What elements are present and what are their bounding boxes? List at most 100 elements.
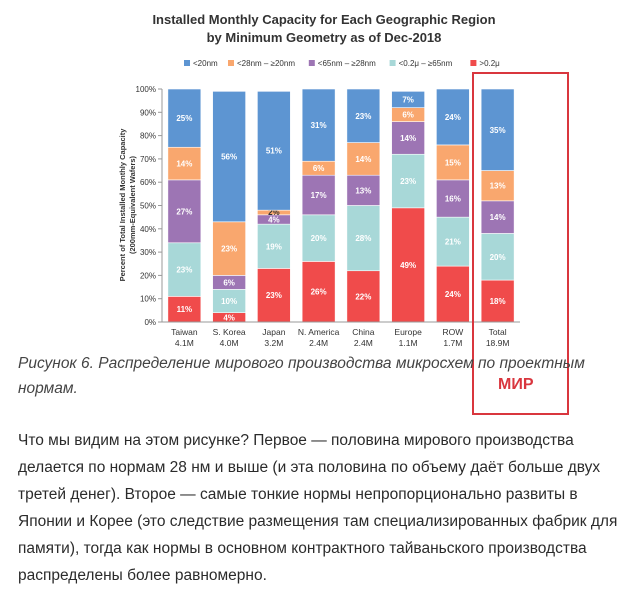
bar-data-label: 14%	[355, 155, 371, 164]
bar-data-label: 25%	[176, 114, 192, 123]
x-category-total: 18.9M	[486, 338, 510, 348]
y-tick-label: 100%	[136, 85, 156, 94]
bar-data-label: 22%	[355, 292, 371, 301]
bar-data-label: 56%	[221, 153, 237, 162]
bar-data-label: 51%	[266, 147, 282, 156]
bar-data-label: 11%	[177, 305, 193, 314]
bar-segment	[346, 270, 381, 323]
bar-segment	[257, 223, 291, 269]
bar-data-label: 20%	[490, 253, 506, 262]
y-tick-label: 40%	[140, 225, 156, 234]
bar-segment	[391, 91, 425, 108]
legend-swatch	[228, 60, 234, 66]
bar-data-label: 13%	[490, 182, 506, 191]
bar-segment	[436, 144, 470, 181]
x-category-total: 2.4M	[354, 338, 373, 348]
bar-segment	[301, 174, 336, 216]
bar-segment	[346, 174, 381, 206]
x-category-total: 3.2M	[264, 338, 283, 348]
bars-group: 11%23%27%14%25%4%10%6%23%56%23%19%4%2%51…	[167, 88, 515, 323]
bar-data-label: 17%	[311, 191, 327, 200]
bar-data-label: 4%	[268, 215, 280, 224]
y-tick-label: 70%	[140, 155, 156, 164]
y-tick-label: 0%	[144, 318, 156, 327]
bar-data-label: 23%	[221, 245, 237, 254]
bar-data-label: 19%	[266, 242, 282, 251]
x-category-label: Taiwan	[171, 327, 198, 337]
bar-data-label: 31%	[311, 121, 327, 130]
legend-swatch	[389, 60, 396, 66]
legend-label: >0.2μ	[479, 59, 500, 68]
bar-data-label: 23%	[355, 112, 371, 121]
bar-data-label: 18%	[490, 297, 506, 306]
legend-label: <65nm – ≥28nm	[318, 59, 376, 68]
bar-segment	[346, 142, 381, 176]
bar-data-label: 21%	[445, 238, 461, 247]
legend-swatch	[470, 60, 477, 66]
stacked-bar-chart: Installed Monthly Capacity for Each Geog…	[118, 12, 520, 348]
bar-data-label: 49%	[400, 261, 416, 270]
legend-swatch	[308, 60, 315, 66]
y-axis-label-line2: (200mm-Equivalent Wafers)	[128, 155, 137, 254]
x-category-total: 2.4M	[309, 338, 328, 348]
bar-data-label: 27%	[176, 207, 192, 216]
y-tick-label: 80%	[140, 132, 156, 141]
bar-segment	[301, 88, 336, 162]
y-tick-label: 10%	[140, 295, 156, 304]
figure-caption: Рисунок 6. Распределение мирового произв…	[18, 355, 585, 397]
bar-segment	[436, 216, 470, 267]
x-category-label: N. America	[298, 327, 340, 337]
y-axis-label-line1: Percent of Total Installed Monthly Capac…	[118, 128, 127, 282]
bar-data-label: 14%	[176, 160, 192, 169]
bar-data-label: 13%	[355, 186, 371, 195]
x-category-label: China	[352, 327, 374, 337]
bar-data-label: 6%	[402, 111, 414, 120]
world-highlight-box	[472, 72, 569, 415]
bar-segment	[436, 88, 470, 146]
bar-segment	[480, 200, 515, 234]
bar-data-label: 4%	[223, 313, 235, 322]
bar-data-label: 10%	[221, 297, 237, 306]
y-tick-label: 90%	[140, 108, 156, 117]
y-tick-label: 60%	[140, 178, 156, 187]
bar-data-label: 23%	[266, 291, 282, 300]
bar-data-label: 15%	[445, 158, 461, 167]
x-category-label: Japan	[262, 327, 285, 337]
bar-data-label: 26%	[311, 288, 327, 297]
legend-swatch	[184, 60, 190, 66]
chart-title-line2: by Minimum Geometry as of Dec-2018	[207, 30, 442, 45]
bar-data-label: 24%	[445, 290, 461, 299]
bar-segment	[301, 261, 336, 323]
bar-segment	[212, 221, 246, 276]
bar-data-label: 14%	[490, 213, 506, 222]
x-category-total: 4.1M	[175, 338, 194, 348]
bar-segment	[346, 88, 381, 143]
bar-data-label: 14%	[400, 134, 416, 143]
legend-label: <0.2μ – ≥65nm	[399, 59, 453, 68]
bar-data-label: 6%	[223, 278, 235, 287]
legend-label: <20nm	[193, 59, 218, 68]
bar-segment	[212, 91, 246, 223]
y-tick-label: 30%	[140, 248, 156, 257]
chart-title-line1: Installed Monthly Capacity for Each Geog…	[152, 12, 495, 27]
bar-segment	[167, 179, 202, 244]
bar-segment	[480, 170, 515, 202]
bar-data-label: 35%	[490, 126, 506, 135]
x-category-label: Europe	[394, 327, 422, 337]
x-category-label: ROW	[442, 327, 463, 337]
legend-label: <28nm – ≥20nm	[237, 59, 295, 68]
bar-segment	[167, 296, 202, 323]
y-tick-label: 20%	[140, 271, 156, 280]
bar-segment	[436, 265, 470, 323]
bar-data-label: 7%	[402, 95, 414, 104]
bar-data-label: 24%	[445, 113, 461, 122]
world-label: МИР	[498, 376, 534, 393]
bar-segment	[257, 91, 291, 211]
y-tick-label: 50%	[140, 202, 156, 211]
bar-data-label: 23%	[400, 177, 416, 186]
bar-data-label: 20%	[311, 234, 327, 243]
y-axis: 0% 10% 20% 30% 40% 50% 60% 70% 80% 90% 100%	[136, 85, 163, 327]
bar-data-label: 2%	[268, 208, 280, 217]
bar-segment	[346, 205, 381, 272]
bar-data-label: 23%	[176, 266, 192, 275]
